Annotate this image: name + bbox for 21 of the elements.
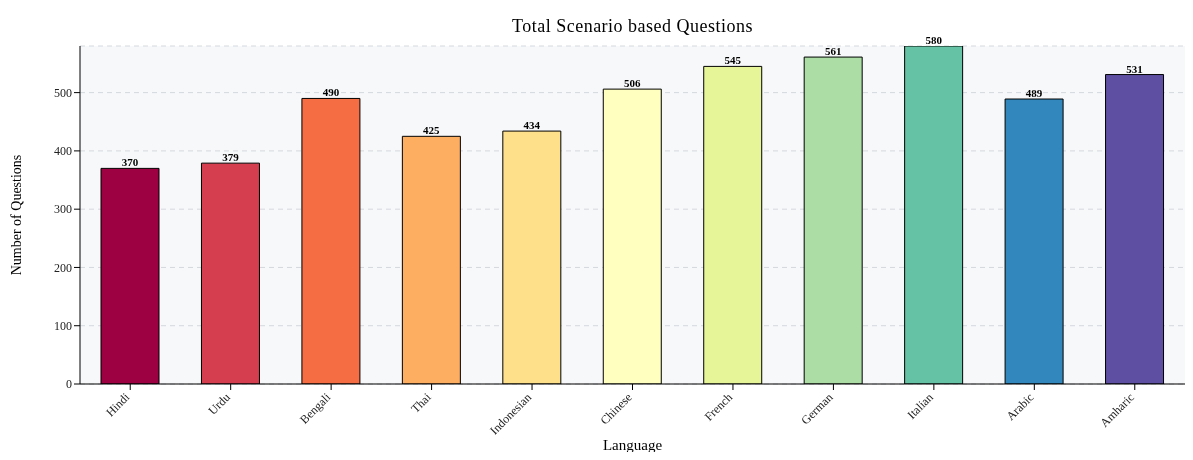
- y-tick-label: 400: [54, 144, 72, 159]
- data-label: 434: [523, 119, 541, 132]
- x-tick-label: Thai: [408, 389, 435, 416]
- y-tick-label: 0: [66, 377, 72, 392]
- y-tick-label: 100: [54, 318, 72, 333]
- data-label: 370: [121, 156, 139, 169]
- y-tick-label: 200: [54, 260, 72, 275]
- data-label: 490: [322, 86, 340, 99]
- data-label: 580: [925, 34, 943, 46]
- y-tick-label: 500: [54, 85, 72, 100]
- data-label: 489: [1025, 87, 1043, 100]
- data-label: 379: [222, 151, 240, 164]
- y-axis-title: Number of Questions: [8, 154, 24, 276]
- x-tick-label: Urdu: [205, 390, 233, 418]
- chart-title: Total Scenario based Questions: [511, 16, 754, 36]
- data-label: 545: [724, 54, 742, 67]
- data-label: 531: [1126, 62, 1143, 75]
- data-label: 506: [624, 77, 642, 90]
- data-label: 561: [824, 45, 842, 58]
- y-tick-label: 300: [54, 202, 72, 217]
- data-label: 425: [423, 124, 441, 137]
